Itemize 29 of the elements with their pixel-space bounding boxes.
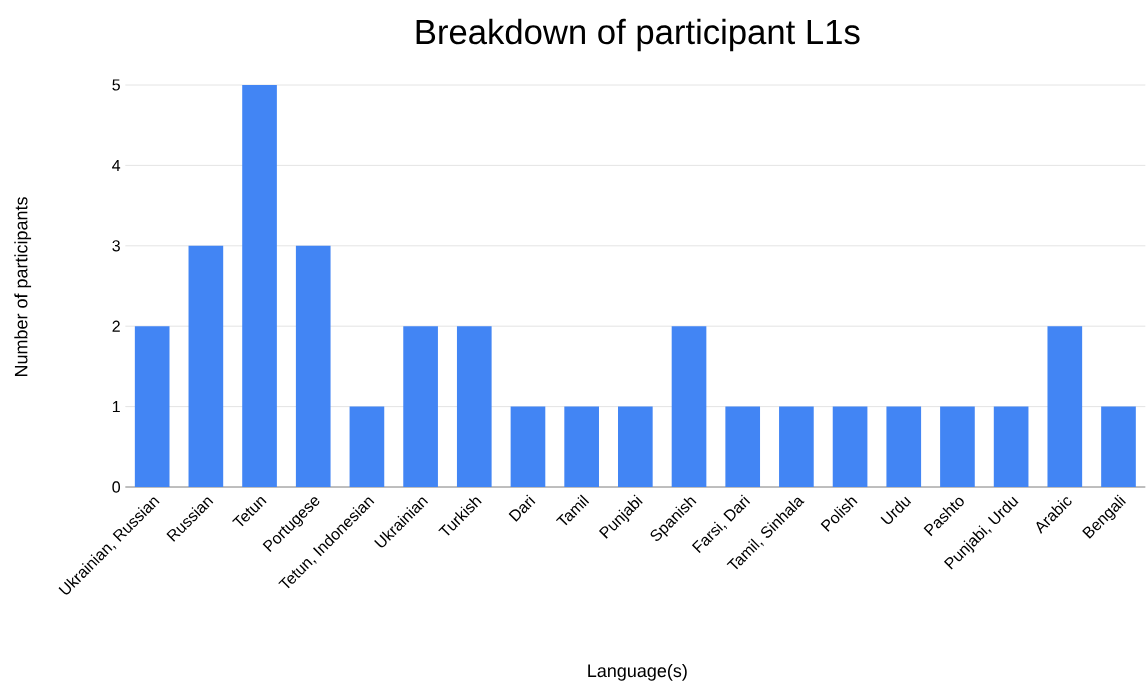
bar	[242, 85, 277, 487]
bar	[564, 406, 599, 487]
x-tick-label: Urdu	[880, 496, 912, 524]
bar	[832, 406, 868, 487]
chart-title: Breakdown of participant L1s	[416, 18, 860, 52]
y-tick-label: 0	[112, 481, 121, 493]
y-tick-label: 4	[112, 159, 121, 171]
bar	[456, 326, 492, 487]
bar	[993, 406, 1029, 487]
y-tick-label: 1	[112, 401, 120, 413]
bar	[134, 326, 170, 487]
bar	[295, 245, 331, 487]
y-tick-label: 5	[112, 79, 120, 91]
x-axis-title: Language(s)	[588, 663, 687, 681]
bar	[510, 406, 546, 487]
bar	[618, 406, 653, 487]
bar	[1101, 406, 1136, 487]
bar	[188, 245, 224, 487]
bar	[940, 406, 975, 487]
bar	[1047, 326, 1083, 487]
bar	[725, 406, 761, 487]
y-tick-label: 3	[112, 240, 120, 252]
bar	[349, 406, 385, 487]
bar	[403, 326, 438, 487]
bar	[671, 326, 707, 487]
bar	[779, 406, 814, 487]
y-tick-label: 2	[112, 320, 120, 332]
y-axis-title: Number of participants	[14, 197, 32, 377]
bar	[886, 406, 922, 487]
